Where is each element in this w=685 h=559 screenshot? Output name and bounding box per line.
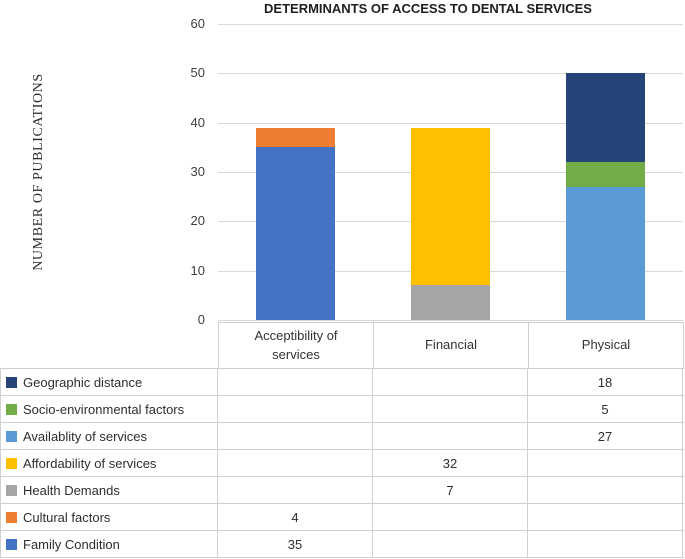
value-cell [528,477,683,503]
legend-label: Availablity of services [23,428,148,444]
category-header-cell: Acceptibility of services [219,323,374,368]
legend-cell: Geographic distance [1,369,218,395]
bar-segment [411,285,490,320]
legend-cell: Health Demands [1,477,218,503]
y-tick-label: 0 [197,312,205,327]
gridline [218,320,683,321]
gridline [218,24,683,25]
plot-area [218,24,683,321]
table-row: Availablity of services 27 [1,423,684,450]
bar-segment [566,162,645,187]
bar-segment [256,147,335,320]
legend-cell: Family Condition [1,531,218,557]
value-cell [373,504,528,530]
table-row: Affordability of services 32 [1,450,684,477]
bar-segment [256,127,335,148]
category-header-cell: Physical [529,323,684,368]
table-row: Geographic distance 18 [1,369,684,396]
value-cell [218,423,373,449]
legend-swatch-icon [6,457,17,469]
legend-swatch-icon [6,511,17,523]
bar-segment [411,127,490,286]
legend-cell: Socio-environmental factors [1,396,218,422]
category-header-cell: Financial [374,323,529,368]
legend-cell: Affordability of services [1,450,218,476]
y-tick-label: 50 [190,65,205,81]
value-cell: 27 [528,423,683,449]
value-cell: 32 [373,450,528,476]
value-cell [218,369,373,395]
table-row: Family Condition 35 [1,531,684,558]
gridline [218,73,683,75]
value-cell [218,450,373,476]
value-cell: 5 [528,396,683,422]
value-cell [218,477,373,503]
value-cell [218,396,373,422]
legend-cell: Cultural factors [1,504,218,530]
stacked-bar [411,127,490,320]
legend-label: Geographic distance [23,374,143,390]
legend-label: Family Condition [23,536,120,552]
y-tick-label: 40 [190,114,205,130]
legend-swatch-icon [6,430,17,442]
value-cell [373,369,528,395]
y-tick-label: 30 [190,164,205,179]
chart-title: DETERMINANTS OF ACCESS TO DENTAL SERVICE… [264,1,592,16]
category-axis-header-row: Acceptibility of services Financial Physic… [218,322,684,368]
value-cell [528,504,683,530]
y-tick-label: 60 [190,16,205,31]
y-axis-title: NUMBER OF PUBLICATIONS [31,73,46,271]
value-cell [373,531,528,557]
legend-label: Socio-environmental factors [23,401,185,417]
value-cell [528,450,683,476]
stacked-bar [566,73,645,320]
value-cell: 7 [373,477,528,503]
table-row: Socio-environmental factors 5 [1,396,684,423]
legend-cell: Availablity of services [1,423,218,449]
table-row: Health Demands 7 [1,477,684,504]
value-cell: 4 [218,504,373,530]
value-cell [528,531,683,557]
y-tick-label: 10 [190,262,205,278]
legend-label: Affordability of services [23,455,157,471]
legend-swatch-icon [6,403,17,415]
bar-segment [566,73,645,163]
legend-swatch-icon [6,376,17,388]
stacked-bar [256,127,335,320]
legend-data-table: Geographic distance 18 Socio-environmental… [0,368,684,558]
table-row: Cultural factors 4 [1,504,684,531]
bar-segment [566,186,645,320]
gridline [218,122,683,124]
value-cell: 18 [528,369,683,395]
y-tick-label: 20 [190,213,205,229]
value-cell: 35 [218,531,373,557]
legend-swatch-icon [6,538,17,550]
value-cell [373,396,528,422]
legend-label: Cultural factors [23,509,111,525]
legend-swatch-icon [6,484,17,496]
value-cell [373,423,528,449]
legend-label: Health Demands [23,482,120,498]
